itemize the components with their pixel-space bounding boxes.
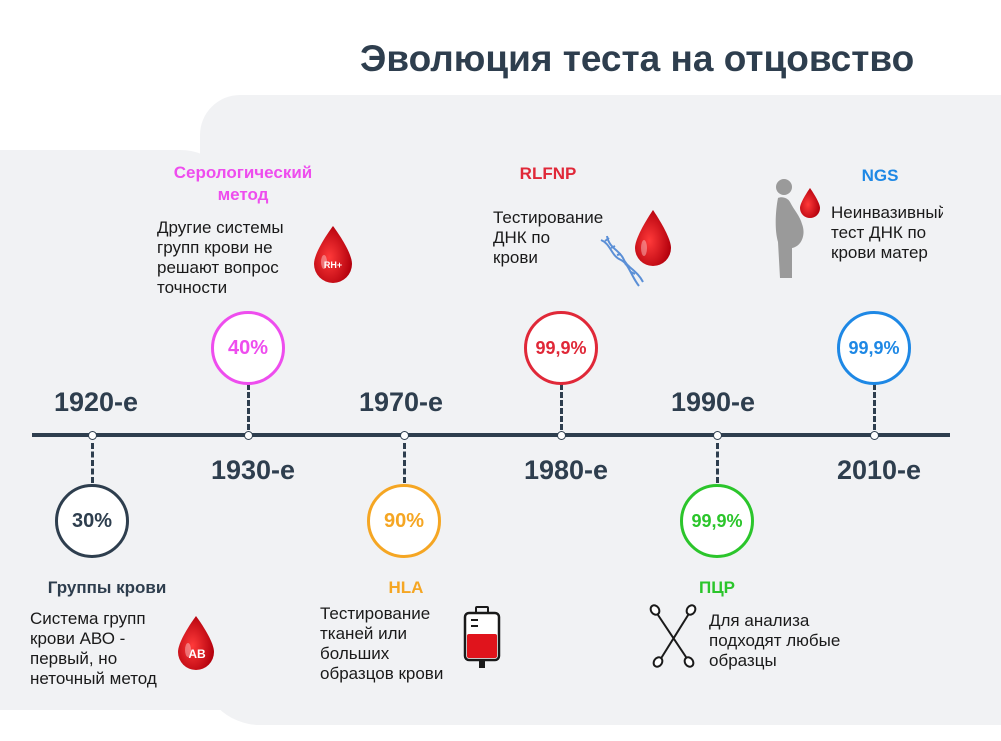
accuracy-circle: 99,9% [837,311,911,385]
year-label: 1930-е [210,455,296,485]
timeline-node [400,431,409,440]
connector [560,384,563,430]
timeline-node [88,431,97,440]
accuracy-circle: 99,9% [680,484,754,558]
method-label: HLA [388,578,424,597]
blood-drop-ab-icon: AB [174,614,218,674]
svg-text:AB: AB [188,647,206,661]
accuracy-circle: 30% [55,484,129,558]
timeline-node [713,431,722,440]
connector [247,384,250,430]
method-description: Тестирование ДНК по крови [493,208,604,267]
method-label: NGS [861,166,899,185]
method-description: Неинвазивный тест ДНК по крови матер [831,203,943,262]
timeline-axis [32,433,950,437]
accuracy-circle: 40% [211,311,285,385]
method-label: Группы крови [47,578,167,597]
accuracy-circle: 99,9% [524,311,598,385]
page-title: Эволюция теста на отцовство [360,38,915,79]
dna-blood-drop-icon [597,208,677,288]
pregnant-woman-icon [772,178,824,280]
year-label: 1980-е [523,455,609,485]
year-label: 1990-е [670,387,756,417]
connector [716,443,719,483]
timeline-node [244,431,253,440]
connector [91,443,94,483]
connector [403,443,406,483]
method-description: Для анализа подходят любые образцы [709,611,841,670]
timeline-node [557,431,566,440]
method-description: Система групп крови АВО - первый, но нет… [30,609,157,688]
year-label: 1920-е [53,387,139,417]
timeline-node [870,431,879,440]
blood-drop-rh-icon: RH+ [310,224,356,286]
cotton-swabs-icon [648,604,698,668]
method-label: RLFNP [519,164,577,183]
blood-bag-icon [462,606,502,670]
connector [873,384,876,430]
method-label: Серологический метод [173,163,313,204]
method-description: Другие системы групп крови не решают воп… [157,218,284,297]
method-description: Тестирование тканей или больших образцов… [320,604,444,683]
accuracy-circle: 90% [367,484,441,558]
method-label: ПЦР [699,578,735,597]
year-label: 1970-е [358,387,444,417]
background-panel-left [0,150,240,710]
year-label: 2010-е [836,455,922,485]
background-panel [200,95,1001,725]
svg-text:RH+: RH+ [324,260,342,270]
